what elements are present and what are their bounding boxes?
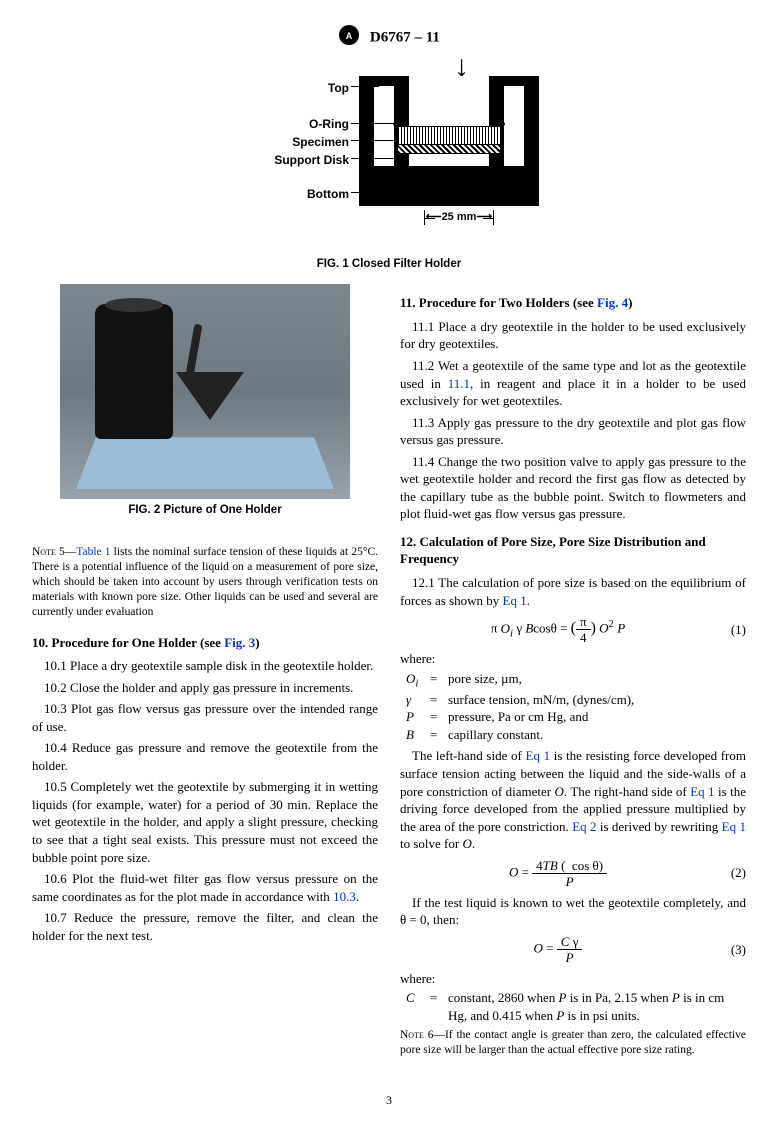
fig1-label-top: Top — [229, 80, 349, 96]
fig1-caption: FIG. 1 Closed Filter Holder — [32, 257, 746, 273]
fig1-label-oring: O-Ring — [229, 116, 349, 132]
equation-3: O = C γP (3) — [400, 935, 746, 964]
note5-label: Note 5— — [32, 546, 76, 558]
note-6: Note 6—If the contact angle is greater t… — [400, 1028, 746, 1058]
fig2-photo — [60, 284, 350, 499]
svg-text:A: A — [346, 31, 353, 41]
eq1-link-2[interactable]: Eq 1 — [526, 748, 551, 763]
fig3-link[interactable]: Fig. 3 — [224, 635, 255, 650]
eq1-number: (1) — [716, 621, 746, 639]
para-11-2: 11.2 Wet a geotextile of the same type a… — [400, 357, 746, 410]
para-10-6: 10.6 Plot the fluid-wet filter gas flow … — [32, 870, 378, 905]
para-10-1: 10.1 Place a dry geotextile sample disk … — [32, 657, 378, 675]
figure-2: FIG. 2 Picture of One Holder — [32, 284, 378, 519]
ref-10-3-link[interactable]: 10.3 — [333, 889, 356, 904]
para-after-where: The left-hand side of Eq 1 is the resist… — [400, 747, 746, 852]
para-11-3: 11.3 Apply gas pressure to the dry geote… — [400, 414, 746, 449]
where-list-2: C= constant, 2860 when P is in Pa, 2.15 … — [406, 989, 746, 1024]
eq3-number: (3) — [716, 941, 746, 959]
where-row: Oi=pore size, µm, — [406, 670, 638, 691]
para-10-7: 10.7 Reduce the pressure, remove the fil… — [32, 909, 378, 944]
fig1-label-bottom: Bottom — [229, 186, 349, 202]
note5-table-link[interactable]: Table 1 — [76, 546, 110, 558]
eq1-link-3[interactable]: Eq 1 — [690, 784, 714, 799]
note6-body: If the contact angle is greater than zer… — [400, 1029, 746, 1056]
page-header: A D6767 – 11 — [32, 24, 746, 52]
where-row: B=capillary constant. — [406, 726, 638, 744]
left-column: FIG. 2 Picture of One Holder Note 5—Tabl… — [32, 284, 378, 1072]
where-row: C= constant, 2860 when P is in Pa, 2.15 … — [406, 989, 746, 1024]
para-10-3: 10.3 Plot gas flow versus gas pressure o… — [32, 700, 378, 735]
where-row: P=pressure, Pa or cm Hg, and — [406, 708, 638, 726]
where-label-1: where: — [400, 650, 746, 668]
para-12-1: 12.1 The calculation of pore size is bas… — [400, 574, 746, 609]
standard-id: D6767 – 11 — [370, 30, 440, 46]
section-12-heading: 12. Calculation of Pore Size, Pore Size … — [400, 533, 746, 568]
para-11-1: 11.1 Place a dry geotextile in the holde… — [400, 318, 746, 353]
page-number: 3 — [32, 1092, 746, 1108]
eq2-link[interactable]: Eq 2 — [572, 819, 596, 834]
fig4-link[interactable]: Fig. 4 — [597, 295, 628, 310]
equation-1: π Oi γ Bcosθ = (π4) O2 P (1) — [400, 615, 746, 644]
astm-logo-icon: A — [338, 24, 360, 52]
eq1-link-4[interactable]: Eq 1 — [722, 819, 746, 834]
para-11-4: 11.4 Change the two position valve to ap… — [400, 453, 746, 523]
para-after-eq2: If the test liquid is known to wet the g… — [400, 894, 746, 929]
para-10-2: 10.2 Close the holder and apply gas pres… — [32, 679, 378, 697]
note6-label: Note 6— — [400, 1029, 445, 1041]
eq1-link[interactable]: Eq 1 — [503, 593, 527, 608]
where-label-2: where: — [400, 970, 746, 988]
equation-2: O = 4TB ( cos θ)P (2) — [400, 859, 746, 888]
right-column: 11. Procedure for Two Holders (see Fig. … — [400, 284, 746, 1072]
fig1-label-support: Support Disk — [229, 152, 349, 168]
fig1-diagram: ↓ Top O-Ring Specimen Support Disk Botto… — [229, 58, 549, 248]
fig1-dim: ⟵25 mm⟶ — [424, 210, 494, 225]
where-list-1: Oi=pore size, µm, γ=surface tension, mN/… — [406, 670, 638, 744]
fig1-label-specimen: Specimen — [229, 134, 349, 150]
where-row: γ=surface tension, mN/m, (dynes/cm), — [406, 691, 638, 709]
figure-1: ↓ Top O-Ring Specimen Support Disk Botto… — [32, 58, 746, 272]
para-10-4: 10.4 Reduce gas pressure and remove the … — [32, 739, 378, 774]
section-11-heading: 11. Procedure for Two Holders (see Fig. … — [400, 294, 746, 312]
ref-11-1-link[interactable]: 11.1 — [448, 376, 470, 391]
section-10-heading: 10. Procedure for One Holder (see Fig. 3… — [32, 634, 378, 652]
fig2-caption: FIG. 2 Picture of One Holder — [32, 503, 378, 519]
eq2-number: (2) — [716, 864, 746, 882]
note-5: Note 5—Table 1 lists the nominal surface… — [32, 545, 378, 620]
para-10-5: 10.5 Completely wet the geotextile by su… — [32, 778, 378, 866]
